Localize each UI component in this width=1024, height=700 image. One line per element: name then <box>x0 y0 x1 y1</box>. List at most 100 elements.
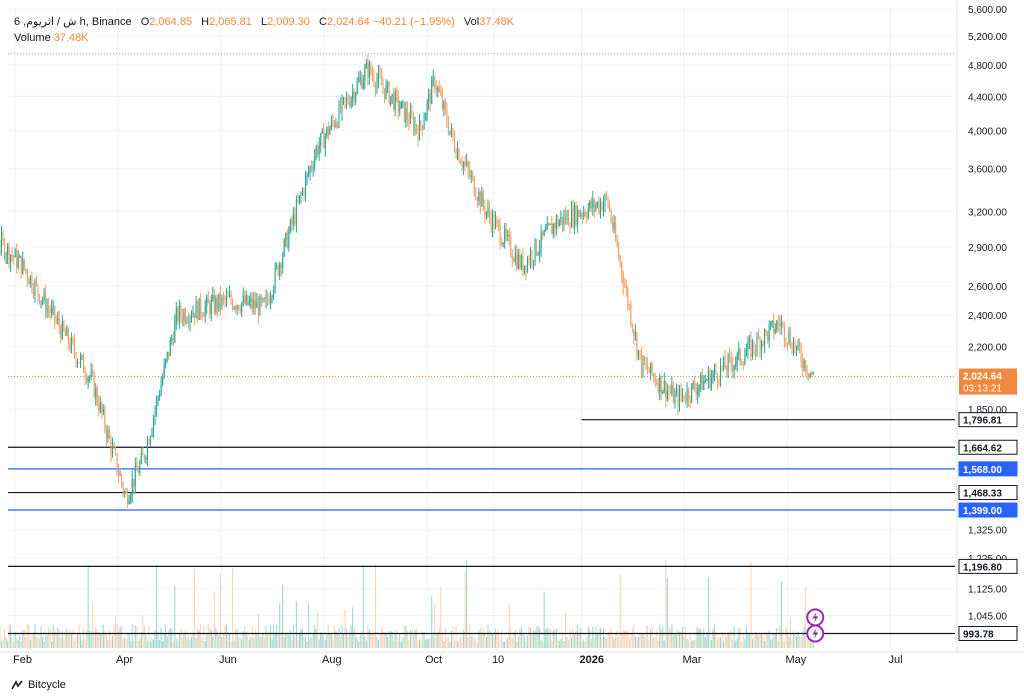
candle-body <box>80 356 82 363</box>
volume-bar <box>371 633 373 648</box>
volume-bar <box>592 626 594 648</box>
volume-bar <box>119 626 121 648</box>
candle-body <box>461 163 463 167</box>
volume-bar <box>574 634 576 648</box>
candle-body <box>364 68 366 81</box>
candle-body <box>438 87 440 92</box>
candle-body <box>517 254 519 269</box>
volume-bar <box>174 586 176 648</box>
candle-body <box>633 330 635 336</box>
volume-bar <box>543 591 545 648</box>
volume-bar <box>166 635 168 648</box>
lightning-event-icon[interactable] <box>806 608 825 627</box>
volume-bar <box>773 632 775 648</box>
volume-bar <box>750 561 752 648</box>
candle-body <box>46 306 48 313</box>
candle-body <box>270 297 272 304</box>
candle-body <box>458 149 460 162</box>
candle-body <box>698 384 700 389</box>
candle-body <box>753 341 755 350</box>
volume-bar <box>14 632 16 648</box>
brand-logo[interactable]: Bitcycle <box>10 679 66 691</box>
close-value: 2,024.64 <box>326 16 370 28</box>
volume-bar <box>143 625 145 648</box>
candle-body <box>805 360 807 373</box>
candle-body <box>540 231 542 249</box>
candle-body <box>516 253 518 269</box>
volume-bar <box>303 637 305 648</box>
volume-bar <box>639 633 641 648</box>
candle-body <box>441 94 443 108</box>
candle-body <box>23 258 25 269</box>
candle-body <box>339 103 342 112</box>
volume-bar <box>73 640 76 648</box>
volume-bar <box>7 641 9 648</box>
candle-body <box>412 116 414 132</box>
candle-body <box>792 342 795 353</box>
lightning-icon <box>812 612 819 623</box>
candle-body <box>221 296 223 307</box>
price-axis[interactable]: 5,600.00 5,200.00 4,800.00 4,400.00 4,000.00… <box>956 0 1007 652</box>
volume-bar <box>484 632 486 648</box>
volume-bar <box>593 638 595 648</box>
volume-bar <box>417 640 419 648</box>
candle-body <box>470 174 472 177</box>
volume-bar <box>95 628 97 648</box>
candle-body <box>704 380 706 382</box>
candle-body <box>329 128 331 135</box>
volume-bar <box>747 634 749 648</box>
event-markers[interactable] <box>806 608 825 643</box>
volume-bar <box>212 636 214 648</box>
candle-body <box>187 321 190 323</box>
candle-body <box>761 341 763 352</box>
volume-bar <box>770 639 772 648</box>
candle-body <box>435 88 437 91</box>
candle-body <box>551 223 553 234</box>
x-tick-label: 10 <box>492 654 504 666</box>
candle-body <box>253 300 255 309</box>
candle-body <box>788 332 790 344</box>
candle-body <box>390 96 392 104</box>
candle-body <box>619 257 621 263</box>
volume-bar <box>320 632 322 648</box>
volume-bar <box>113 624 115 648</box>
candle-body <box>622 275 624 287</box>
y-tick-label: 1,125.00 <box>968 585 1007 596</box>
volume-bar <box>536 626 538 648</box>
candle-body <box>0 247 1 249</box>
volume-bar <box>254 629 256 648</box>
volume-bar <box>157 631 159 648</box>
candle-body <box>358 79 360 82</box>
horizontal-levels[interactable] <box>8 53 955 635</box>
candle-body <box>751 341 753 357</box>
symbol-title[interactable]: 6 ,ش / اثريوم h, Binance <box>14 16 132 28</box>
candle-body <box>624 286 626 288</box>
level-price-label: 1,796.81 <box>963 416 1002 427</box>
candle-body <box>596 202 598 206</box>
lightning-event-icon[interactable] <box>806 624 825 643</box>
candle-body <box>440 91 442 95</box>
candle-body <box>747 342 749 352</box>
level-price-label: 1,399.00 <box>963 506 1002 517</box>
volume-bars <box>0 560 814 648</box>
volume-bar <box>491 634 494 648</box>
volume-bar <box>10 624 12 648</box>
y-tick-label: 3,200.00 <box>968 207 1007 218</box>
y-tick-label: 5,600.00 <box>968 5 1007 16</box>
volume-bar <box>101 634 103 648</box>
time-axis[interactable]: Feb Apr Jun Aug Oct 10 2026 Mar May Jul <box>0 651 1024 666</box>
candle-body <box>75 353 77 364</box>
volume-bar <box>377 640 380 648</box>
volume-bar <box>57 627 59 648</box>
candle-body <box>803 360 805 369</box>
volume-bar <box>365 640 367 648</box>
volume-bar <box>672 632 674 648</box>
volume-bar <box>394 632 396 648</box>
candle-body <box>402 101 404 103</box>
x-tick-label: Oct <box>425 654 442 666</box>
candle-body <box>484 205 486 216</box>
volume-bar <box>795 636 798 648</box>
volume-bar <box>797 631 799 648</box>
volume-bar <box>232 568 234 648</box>
